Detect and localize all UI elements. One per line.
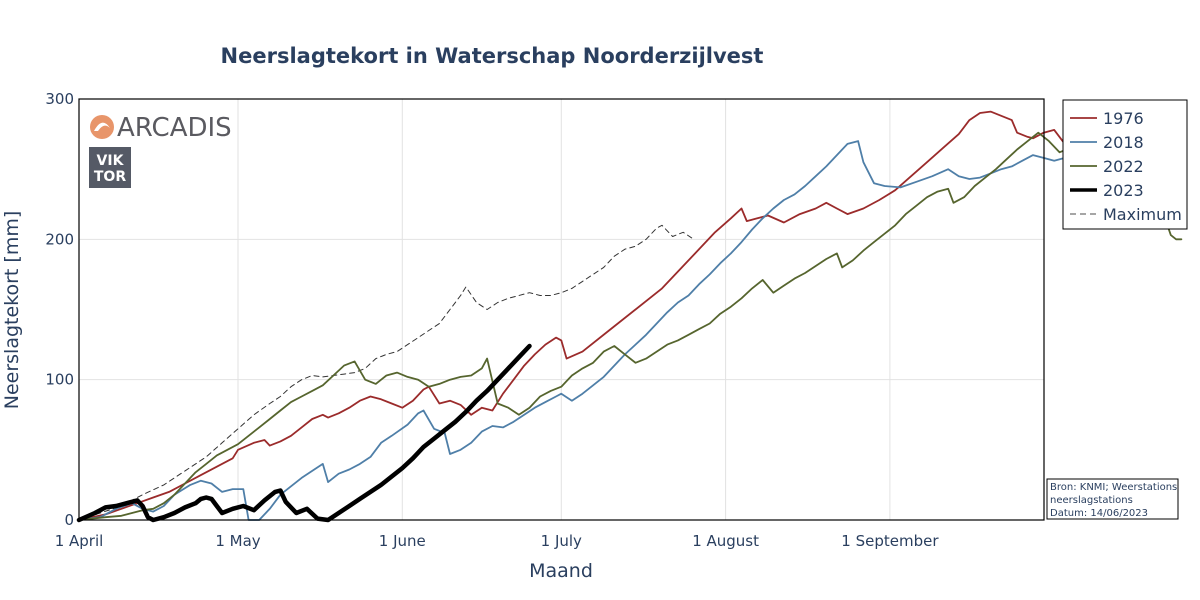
legend-label-2023: 2023 xyxy=(1103,181,1144,200)
x-tick-label: 1 May xyxy=(215,532,260,550)
arcadis-logo-mark-icon xyxy=(90,115,114,139)
series-layer xyxy=(76,110,1183,523)
legend-label-maximum: Maximum xyxy=(1103,205,1182,224)
arcadis-logo: ARCADIS xyxy=(90,113,232,143)
source-line-3: Datum: 14/06/2023 xyxy=(1050,508,1148,519)
y-tick-label: 200 xyxy=(45,230,74,248)
x-tick-label: 1 July xyxy=(541,532,582,550)
x-tick-label: 1 September xyxy=(841,532,939,550)
series-line-2023 xyxy=(76,343,532,523)
chart-title: Neerslagtekort in Waterschap Noorderzijl… xyxy=(221,44,764,68)
series-line-2018 xyxy=(78,140,1183,521)
x-tick-label: 1 June xyxy=(379,532,426,550)
y-axis-title: Neerslagtekort [mm] xyxy=(1,211,23,410)
plot-frame xyxy=(78,98,1045,521)
x-axis-title: Maand xyxy=(529,560,593,582)
y-axis: 0 100 200 300 xyxy=(45,90,74,529)
legend-label-1976: 1976 xyxy=(1103,109,1144,128)
series-line-1976 xyxy=(78,110,1183,521)
legend-label-2018: 2018 xyxy=(1103,133,1144,152)
series-line-maximum xyxy=(78,224,695,521)
legend-box xyxy=(1062,99,1188,230)
x-tick-label: 1 August xyxy=(692,532,759,550)
x-axis: 1 April 1 May 1 June 1 July 1 August 1 Septem… xyxy=(55,532,940,550)
series-line-2022 xyxy=(78,131,1183,521)
viktor-logo-bottom: TOR xyxy=(94,169,126,185)
x-tick-label: 1 April xyxy=(55,532,104,550)
source-line-1: Bron: KNMI; Weerstations xyxy=(1050,482,1177,493)
viktor-logo-top: VIK xyxy=(97,153,125,169)
grid xyxy=(79,99,1044,520)
source-line-2: neerslagstations xyxy=(1050,495,1133,506)
legend-label-2022: 2022 xyxy=(1103,157,1144,176)
viktor-logo: VIK TOR xyxy=(89,147,131,188)
y-tick-label: 0 xyxy=(64,511,74,529)
y-tick-label: 100 xyxy=(45,371,74,389)
legend: 1976 2018 2022 2023 Maximum xyxy=(1062,99,1188,230)
source-box: Bron: KNMI; Weerstations neerslagstation… xyxy=(1046,478,1179,520)
arcadis-logo-text: ARCADIS xyxy=(117,113,232,143)
y-tick-label: 300 xyxy=(45,90,74,108)
